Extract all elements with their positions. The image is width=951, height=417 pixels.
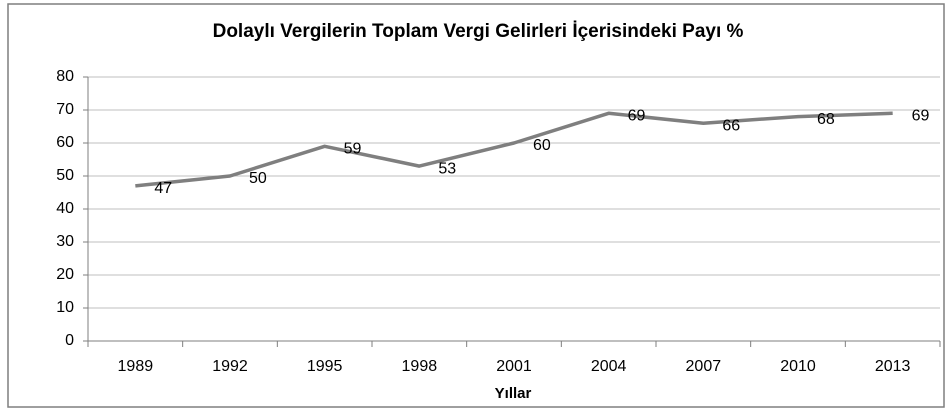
y-tick-label: 40 <box>56 200 74 217</box>
data-line <box>135 111 893 188</box>
x-axis-title: Yıllar <box>495 385 532 402</box>
data-label: 69 <box>628 108 646 125</box>
data-label: 68 <box>817 111 835 128</box>
data-label: 59 <box>344 141 362 158</box>
x-tick-label: 1995 <box>307 358 343 375</box>
x-tick-label: 2013 <box>875 358 911 375</box>
y-tick-label: 70 <box>56 101 74 118</box>
x-tick-label: 2010 <box>780 358 816 375</box>
y-tick-label: 10 <box>56 299 74 316</box>
x-tick-label: 1989 <box>118 358 154 375</box>
y-tick-label: 80 <box>56 68 74 85</box>
data-label: 50 <box>249 170 267 187</box>
x-tick-label: 1998 <box>402 358 438 375</box>
y-tick-label: 20 <box>56 266 74 283</box>
data-label: 47 <box>154 180 172 197</box>
data-label: 69 <box>912 108 930 125</box>
y-tick-label: 60 <box>56 134 74 151</box>
y-tick-label: 50 <box>56 167 74 184</box>
data-label: 53 <box>438 160 456 177</box>
data-label: 60 <box>533 137 551 154</box>
y-tick-label: 0 <box>65 332 74 349</box>
x-tick-label: 2001 <box>496 358 532 375</box>
y-tick-label: 30 <box>56 233 74 250</box>
x-tick-label: 2004 <box>591 358 627 375</box>
data-label: 66 <box>722 117 740 134</box>
x-tick-label: 1992 <box>212 358 248 375</box>
chart-title: Dolaylı Vergilerin Toplam Vergi Gelirler… <box>213 21 744 42</box>
chart-frame <box>7 3 945 408</box>
x-tick-label: 2007 <box>686 358 722 375</box>
